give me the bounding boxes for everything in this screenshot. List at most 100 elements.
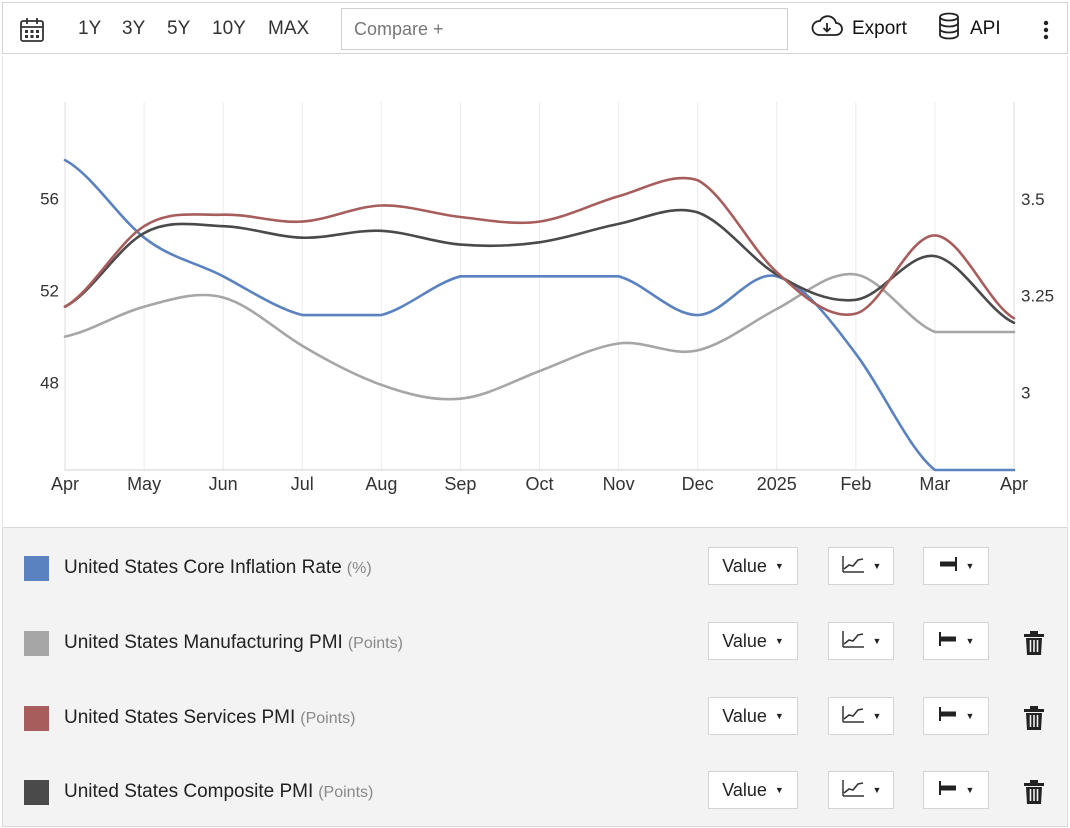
left-axis-tick-label: 48: [40, 374, 59, 393]
value-type-dropdown[interactable]: Value ▼: [708, 771, 798, 809]
x-axis-tick-label: Sep: [444, 474, 476, 494]
range-5y-button[interactable]: 5Y: [167, 18, 191, 39]
value-type-label: Value: [722, 555, 767, 576]
left-axis-tick-label: 52: [40, 282, 59, 301]
chart-type-dropdown[interactable]: ▼: [828, 771, 894, 809]
more-vertical-icon[interactable]: [1036, 17, 1056, 43]
caret-down-icon: ▼: [774, 561, 784, 571]
caret-down-icon: ▼: [965, 785, 975, 795]
chart-area: 48 52 56 3 3.25 3.5 Apr May Jun Jul Aug Sep Oct Nov De…: [2, 56, 1068, 526]
series-color-swatch[interactable]: [24, 780, 49, 805]
calendar-icon[interactable]: [19, 17, 45, 43]
series-name: United States Core Inflation Rate: [64, 557, 342, 578]
export-button[interactable]: Export: [811, 13, 907, 45]
caret-down-icon: ▼: [872, 636, 882, 646]
left-axis-tick-label: 56: [40, 190, 59, 209]
caret-down-icon: ▼: [872, 711, 882, 721]
axis-left-icon: [938, 778, 958, 803]
series-label: United States Core Inflation Rate (%): [64, 557, 372, 579]
axis-left-icon: [938, 704, 958, 729]
x-axis-tick-label: Oct: [525, 474, 553, 494]
series-line: [63, 158, 1016, 472]
caret-down-icon: ▼: [872, 561, 882, 571]
api-button[interactable]: API: [937, 12, 1001, 46]
axis-side-dropdown[interactable]: ▼: [923, 771, 989, 809]
axis-left-icon: [938, 629, 958, 654]
value-type-dropdown[interactable]: Value ▼: [708, 622, 798, 660]
axis-right-icon: [938, 554, 958, 579]
api-label: API: [970, 18, 1001, 39]
caret-down-icon: ▼: [774, 785, 784, 795]
series-unit: (Points): [318, 784, 374, 801]
series-name: United States Manufacturing PMI: [64, 632, 343, 653]
series-row-services-pmi: United States Services PMI (Points) Value…: [3, 688, 1067, 748]
series-unit: (Points): [347, 635, 403, 652]
right-axis-tick-label: 3: [1021, 384, 1030, 403]
chart-type-dropdown[interactable]: ▼: [828, 622, 894, 660]
right-axis-tick-label: 3.5: [1021, 190, 1045, 209]
trash-icon[interactable]: [1023, 630, 1045, 656]
value-type-label: Value: [722, 705, 767, 726]
range-max-button[interactable]: MAX: [268, 18, 310, 39]
line-chart-icon: [841, 629, 865, 654]
x-axis-tick-label: Apr: [1000, 474, 1028, 494]
series-color-swatch[interactable]: [24, 706, 49, 731]
x-axis-tick-label: Mar: [919, 474, 950, 494]
line-chart: 48 52 56 3 3.25 3.5 Apr May Jun Jul Aug Sep Oct Nov De…: [40, 102, 1054, 494]
value-type-label: Value: [722, 779, 767, 800]
series-unit: (Points): [300, 710, 356, 727]
caret-down-icon: ▼: [965, 711, 975, 721]
series-row-core-inflation: United States Core Inflation Rate (%) Val…: [3, 538, 1067, 598]
trash-icon[interactable]: [1023, 705, 1045, 731]
database-icon: [937, 12, 961, 46]
series-label: United States Manufacturing PMI (Points): [64, 632, 403, 654]
export-label: Export: [852, 18, 907, 39]
series-unit: (%): [346, 560, 372, 577]
value-type-dropdown[interactable]: Value ▼: [708, 697, 798, 735]
x-axis-tick-label: 2025: [757, 474, 797, 494]
x-axis-tick-label: Jun: [209, 474, 238, 494]
series-line: [63, 176, 1016, 320]
axis-side-dropdown[interactable]: ▼: [923, 622, 989, 660]
trash-icon[interactable]: [1023, 779, 1045, 805]
value-type-label: Value: [722, 630, 767, 651]
caret-down-icon: ▼: [774, 636, 784, 646]
range-1y-button[interactable]: 1Y: [78, 18, 102, 39]
axis-side-dropdown[interactable]: ▼: [923, 547, 989, 585]
caret-down-icon: ▼: [774, 711, 784, 721]
series-label: United States Services PMI (Points): [64, 707, 355, 729]
series-name: United States Services PMI: [64, 707, 296, 728]
line-chart-icon: [841, 704, 865, 729]
x-axis-tick-label: Feb: [840, 474, 871, 494]
compare-input[interactable]: [341, 8, 788, 50]
series-line: [63, 208, 1016, 325]
series-legend-panel: United States Core Inflation Rate (%) Val…: [2, 527, 1068, 827]
value-type-dropdown[interactable]: Value ▼: [708, 547, 798, 585]
range-10y-button[interactable]: 10Y: [212, 18, 246, 39]
x-axis-tick-label: Jul: [291, 474, 314, 494]
caret-down-icon: ▼: [965, 636, 975, 646]
caret-down-icon: ▼: [965, 561, 975, 571]
x-axis-tick-label: Nov: [603, 474, 635, 494]
x-axis-tick-label: Aug: [365, 474, 397, 494]
x-axis-tick-label: Dec: [682, 474, 714, 494]
chart-type-dropdown[interactable]: ▼: [828, 697, 894, 735]
series-row-manufacturing-pmi: United States Manufacturing PMI (Points) …: [3, 613, 1067, 673]
x-axis-tick-label: May: [127, 474, 161, 494]
series-row-composite-pmi: United States Composite PMI (Points) Valu…: [3, 762, 1067, 822]
right-axis-tick-label: 3.25: [1021, 287, 1054, 306]
x-axis-tick-label: Apr: [51, 474, 79, 494]
chart-type-dropdown[interactable]: ▼: [828, 547, 894, 585]
line-chart-icon: [841, 554, 865, 579]
series-name: United States Composite PMI: [64, 781, 314, 802]
cloud-download-icon: [811, 14, 843, 44]
range-3y-button[interactable]: 3Y: [122, 18, 146, 39]
chart-toolbar: 1Y 3Y 5Y 10Y MAX Export API: [2, 2, 1068, 54]
series-line: [63, 272, 1016, 401]
axis-side-dropdown[interactable]: ▼: [923, 697, 989, 735]
series-color-swatch[interactable]: [24, 631, 49, 656]
caret-down-icon: ▼: [872, 785, 882, 795]
line-chart-icon: [841, 778, 865, 803]
series-label: United States Composite PMI (Points): [64, 781, 373, 803]
series-color-swatch[interactable]: [24, 556, 49, 581]
